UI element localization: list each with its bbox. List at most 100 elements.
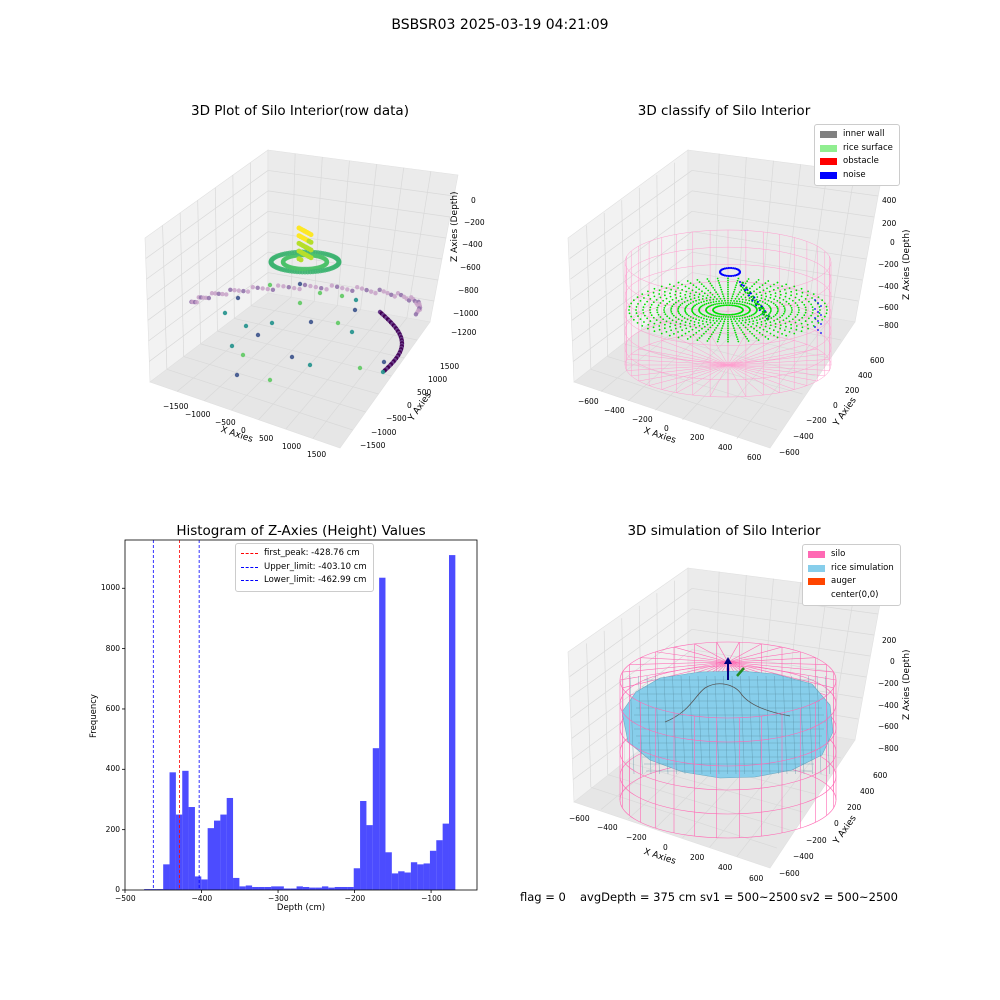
legend-label: auger [831,576,856,586]
histogram-bar [182,770,189,890]
p2-ztick: 400 [882,196,897,205]
histogram-bar [315,887,322,890]
p2-ytick: 200 [845,386,860,395]
p4-ztick: 200 [882,636,897,645]
histogram-bar [150,889,157,890]
histogram-bars [144,555,456,890]
histogram-bar [277,886,284,890]
histogram-bar [188,807,195,890]
histogram-bar [410,862,418,890]
hist-xtick-label: −100 [421,894,442,903]
p4-ztick: −200 [878,679,899,688]
p1-ytick: 500 [417,388,432,397]
histogram-bar [436,840,443,890]
histogram-bar [353,868,361,890]
p4-ztick: −800 [878,744,899,753]
histogram-bar [220,814,227,890]
histogram-bar [448,555,456,890]
histogram-bar [169,772,176,890]
histogram-bar [379,577,386,890]
p2-xtick: −200 [632,415,653,424]
hist-ytick-label: 800 [105,643,120,653]
p1-ztick: −1000 [453,309,479,318]
histogram-bar [239,886,246,890]
histogram-bar [194,876,202,890]
p2-ytick: −600 [779,448,800,457]
histogram-bar [156,889,164,890]
p4-ytick: 0 [834,819,839,828]
plot2-inner-wall [624,229,832,398]
p2-xtick: 200 [690,433,705,442]
p4-xtick: 400 [718,863,733,872]
legend-swatch-auger [808,578,825,586]
histogram-bar [264,886,272,890]
hist-ytick-label: 400 [105,764,120,774]
p1-ztick: 0 [471,196,476,205]
histogram-bar [360,800,367,890]
p2-xtick: 600 [747,453,762,462]
p4-ztick: 0 [890,657,895,666]
histogram-bar [442,823,449,890]
p4-xtick: −200 [626,833,647,842]
p1-xtick: −1500 [163,402,189,411]
p1-ztick: −800 [458,286,479,295]
plot2-title: 3D classify of Silo Interior [637,103,811,119]
legend-line-first-peak [241,553,258,555]
histogram-bar [347,886,354,890]
legend-label: rice simulation [831,562,894,573]
plot2-classified-points [628,266,828,343]
legend-label: inner wall [843,129,885,139]
histogram-bar [417,864,424,890]
legend-swatch-obstacle [820,158,837,166]
p4-ytick: 400 [860,787,875,796]
histogram-bar [258,886,265,890]
plot2-legend: inner wall rice surface obstacle noise [814,124,900,186]
histogram-bar [372,748,380,890]
legend-label: Lower_limit: -462.99 cm [264,575,367,585]
histogram-bar [245,885,253,890]
histogram-bar [271,886,278,890]
histogram-bar [226,797,234,890]
hist-xtick-label: −200 [344,894,366,903]
legend-swatch-noise [820,171,837,179]
p4-zlabel: Z Axies (Depth) [902,649,912,720]
footer-avg-depth: avgDepth = 375 cm [580,890,697,904]
p1-ytick: 0 [407,401,412,410]
histogram-bar [423,863,430,890]
histogram-bar [163,864,170,890]
p2-ytick: 0 [833,401,838,410]
p4-xtick: −600 [569,814,590,823]
p1-ytick: 1000 [428,375,448,384]
p1-xtick: 1000 [282,442,302,451]
legend-label: rice surface [843,142,893,153]
plot4-title: 3D simulation of Silo Interior [627,523,821,539]
p4-xtick: −400 [597,823,618,832]
p1-xtick: −1000 [185,410,211,419]
figure-title: BSBSR03 2025-03-19 04:21:09 [391,17,609,33]
p2-ytick: −400 [793,432,814,441]
hist-legend: first_peak: -428.76 cm Upper_limit: -403… [235,543,374,592]
hist-title: Histogram of Z-Axies (Height) Values [176,523,426,539]
p2-ztick: 200 [882,219,897,228]
p1-ztick: −600 [460,263,481,272]
hist-ytick-label: 200 [105,824,120,834]
legend-swatch-rice-surface [820,144,837,152]
p1-ytick: −1500 [360,441,386,450]
p4-ytick: 200 [847,803,862,812]
p1-ztick: −400 [462,240,483,249]
p4-ztick: −600 [878,722,899,731]
p1-xtick: 0 [241,426,246,435]
legend-label: Upper_limit: -403.10 cm [264,561,367,572]
plot4-silo-front [619,679,837,839]
p4-ytick: −600 [779,869,800,878]
p2-xtick: −600 [578,397,599,406]
histogram-bar [233,877,240,890]
legend-swatch-center [808,592,825,599]
histogram-bar [302,886,310,890]
legend-line-upper-limit [241,566,258,568]
p4-ytick: 600 [873,771,888,780]
p1-xtick: −500 [215,418,236,427]
hist-xlabel: Depth (cm) [276,903,326,913]
